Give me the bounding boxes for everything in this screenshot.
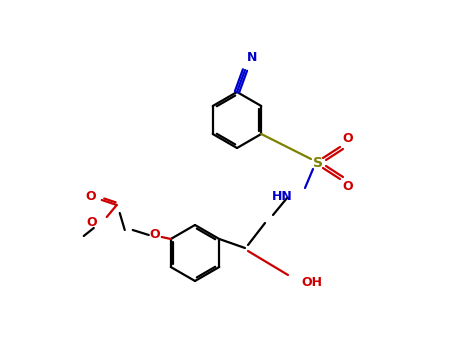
Text: O: O <box>149 229 160 241</box>
Text: O: O <box>85 190 96 203</box>
Text: N: N <box>247 51 258 64</box>
Text: O: O <box>343 133 354 146</box>
Text: OH: OH <box>301 275 322 288</box>
Text: S: S <box>313 156 323 170</box>
Text: HN: HN <box>272 190 293 203</box>
Text: O: O <box>86 217 97 230</box>
Text: O: O <box>343 181 354 194</box>
